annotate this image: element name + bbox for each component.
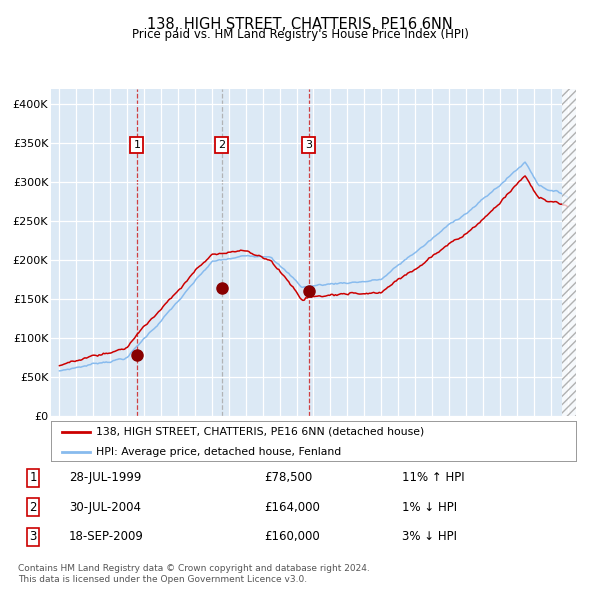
Text: 1: 1 bbox=[29, 471, 37, 484]
Text: Contains HM Land Registry data © Crown copyright and database right 2024.: Contains HM Land Registry data © Crown c… bbox=[18, 565, 370, 573]
Text: 3: 3 bbox=[29, 530, 37, 543]
Text: 3: 3 bbox=[305, 140, 312, 150]
Text: HPI: Average price, detached house, Fenland: HPI: Average price, detached house, Fenl… bbox=[95, 447, 341, 457]
Text: 1% ↓ HPI: 1% ↓ HPI bbox=[402, 501, 457, 514]
Text: £160,000: £160,000 bbox=[264, 530, 320, 543]
Text: This data is licensed under the Open Government Licence v3.0.: This data is licensed under the Open Gov… bbox=[18, 575, 307, 584]
Text: £78,500: £78,500 bbox=[264, 471, 312, 484]
Text: 2: 2 bbox=[218, 140, 225, 150]
Text: 18-SEP-2009: 18-SEP-2009 bbox=[69, 530, 144, 543]
Text: 1: 1 bbox=[133, 140, 140, 150]
Text: 28-JUL-1999: 28-JUL-1999 bbox=[69, 471, 142, 484]
Text: 138, HIGH STREET, CHATTERIS, PE16 6NN: 138, HIGH STREET, CHATTERIS, PE16 6NN bbox=[147, 17, 453, 31]
Text: 3% ↓ HPI: 3% ↓ HPI bbox=[402, 530, 457, 543]
Text: 11% ↑ HPI: 11% ↑ HPI bbox=[402, 471, 464, 484]
Text: 2: 2 bbox=[29, 501, 37, 514]
Text: £164,000: £164,000 bbox=[264, 501, 320, 514]
Text: 30-JUL-2004: 30-JUL-2004 bbox=[69, 501, 141, 514]
Text: Price paid vs. HM Land Registry's House Price Index (HPI): Price paid vs. HM Land Registry's House … bbox=[131, 28, 469, 41]
Text: 138, HIGH STREET, CHATTERIS, PE16 6NN (detached house): 138, HIGH STREET, CHATTERIS, PE16 6NN (d… bbox=[95, 427, 424, 437]
Bar bbox=[562, 88, 584, 416]
